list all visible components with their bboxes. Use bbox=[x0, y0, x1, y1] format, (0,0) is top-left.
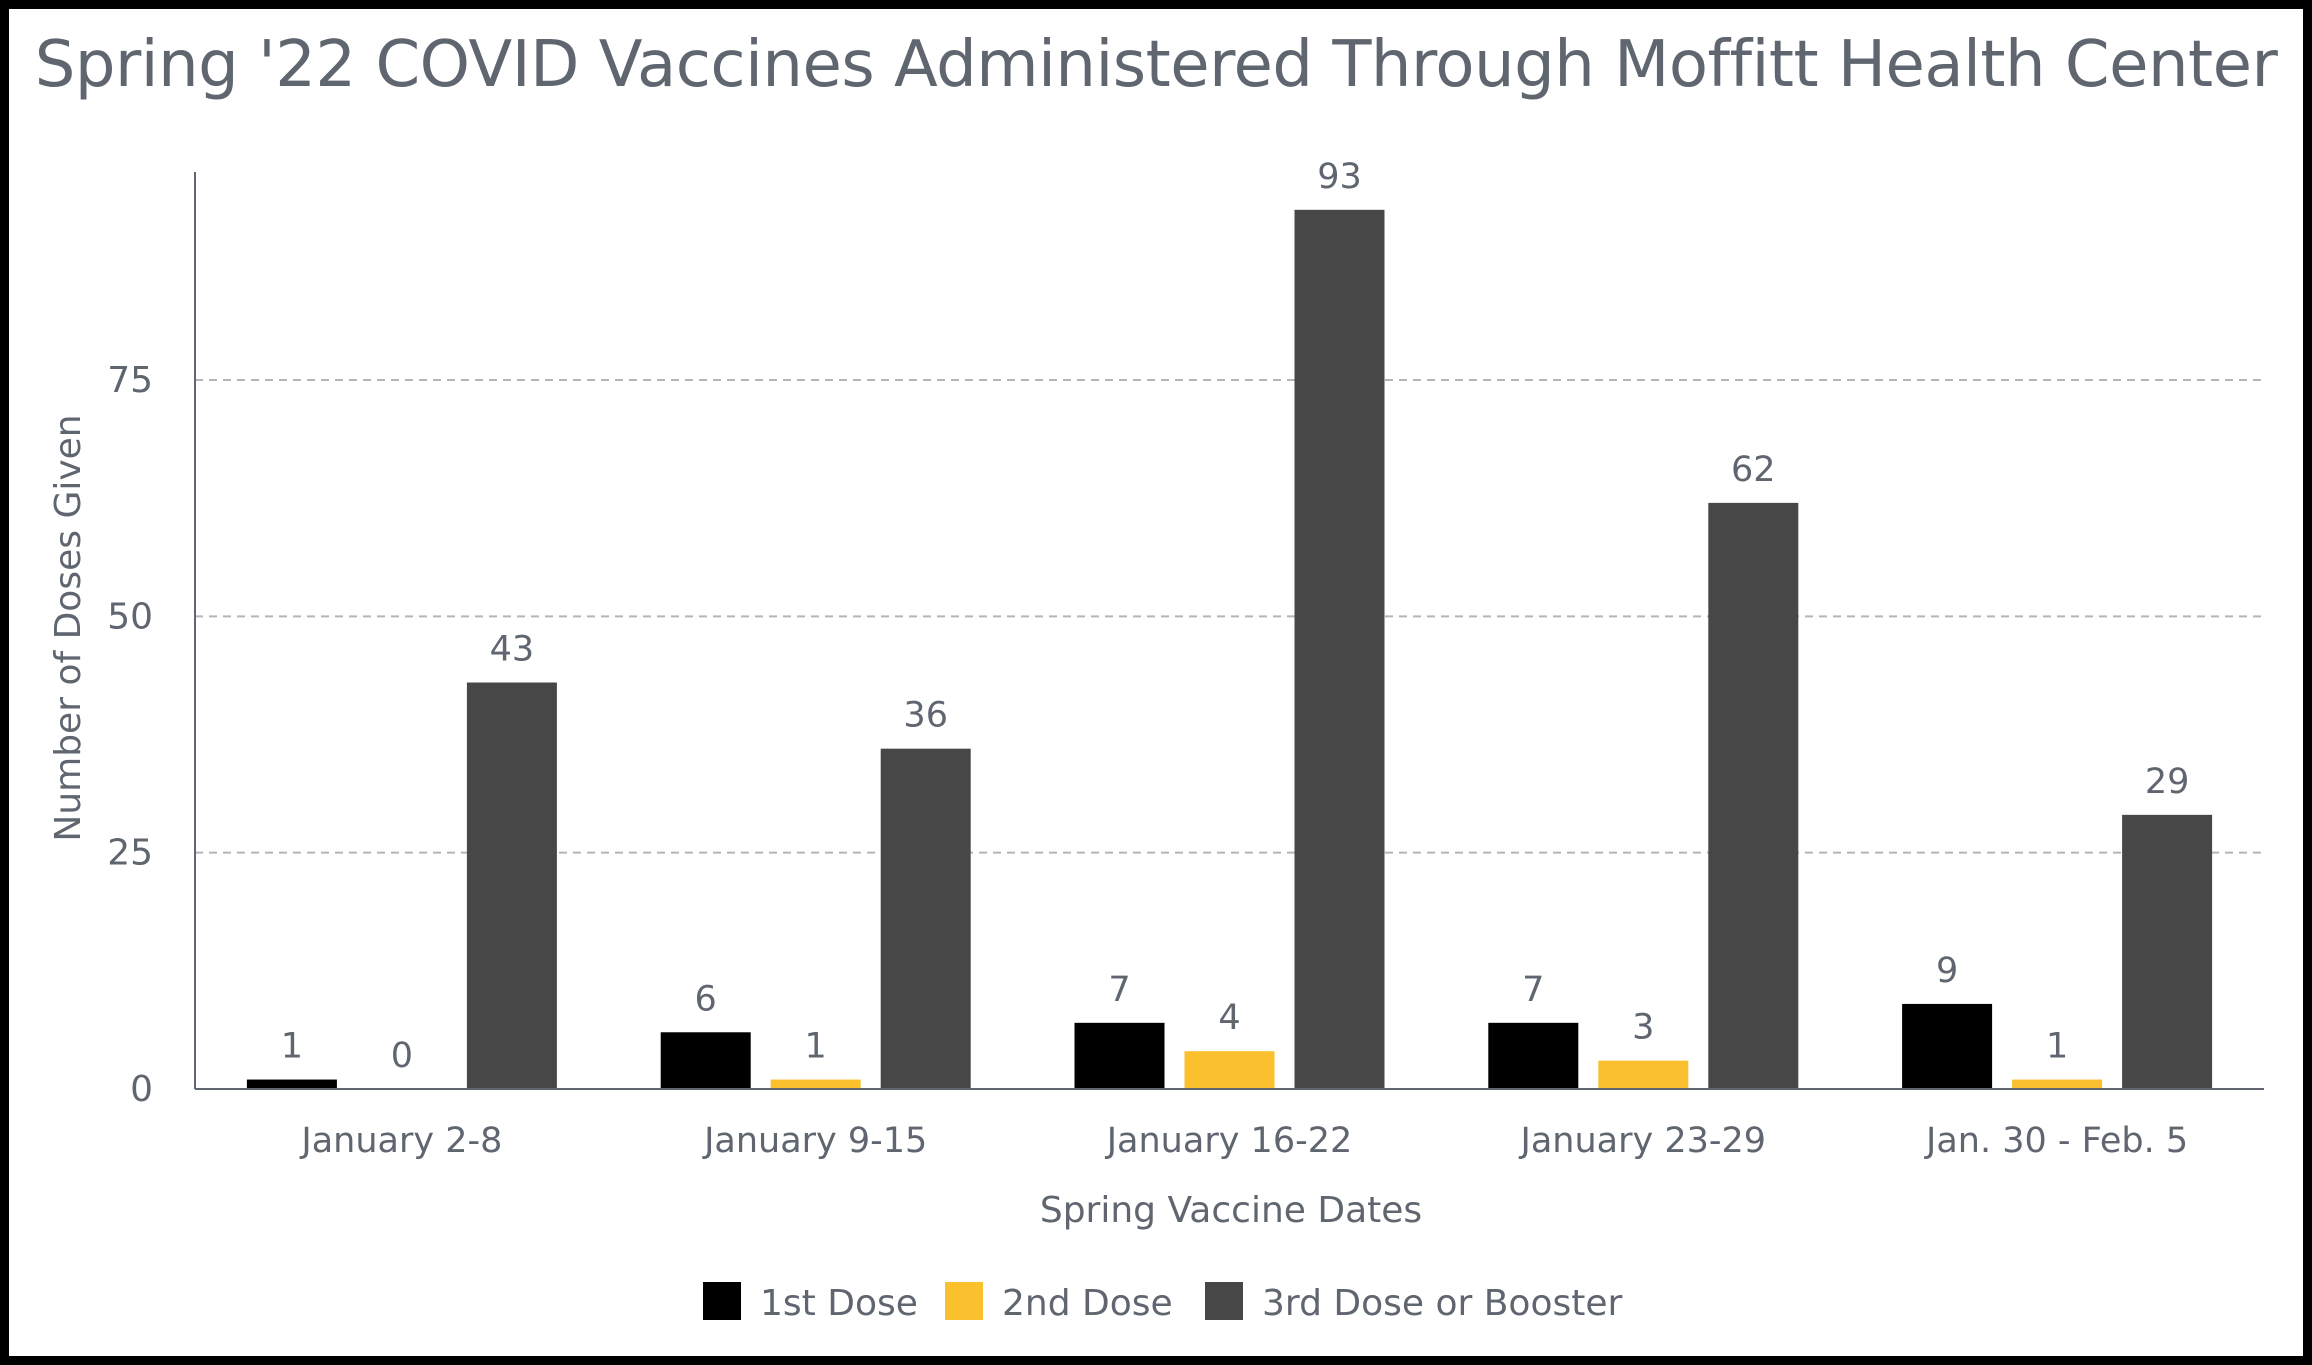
bar-3-3 bbox=[1294, 209, 1385, 1089]
data-label: 1 bbox=[805, 1027, 827, 1067]
data-label: 62 bbox=[1731, 450, 1776, 490]
legend-swatch-3 bbox=[1205, 1282, 1243, 1320]
bar-3-4 bbox=[1708, 502, 1799, 1089]
x-axis-title: Spring Vaccine Dates bbox=[1040, 1190, 1422, 1231]
data-label: 36 bbox=[903, 696, 948, 736]
bar-1-5 bbox=[1902, 1003, 1993, 1089]
y-tick-label: 50 bbox=[107, 596, 153, 637]
x-tick-label: January 2-8 bbox=[299, 1121, 502, 1161]
axes bbox=[194, 172, 2264, 1090]
legend-swatch-1 bbox=[703, 1282, 741, 1320]
bar-2-2 bbox=[770, 1079, 861, 1089]
legend-label-3: 3rd Dose or Booster bbox=[1262, 1283, 1622, 1324]
data-label: 9 bbox=[1936, 951, 1958, 991]
data-label: 7 bbox=[1108, 970, 1130, 1010]
bars bbox=[246, 209, 2213, 1089]
chart-title: Spring '22 COVID Vaccines Administered T… bbox=[34, 28, 2278, 102]
data-label: 3 bbox=[1632, 1008, 1654, 1048]
bar-3-1 bbox=[466, 682, 557, 1089]
data-label: 1 bbox=[2046, 1027, 2068, 1067]
bar-1-4 bbox=[1488, 1022, 1579, 1089]
y-axis-title: Number of Doses Given bbox=[48, 414, 89, 841]
data-label: 4 bbox=[1218, 998, 1240, 1038]
legend-label-1: 1st Dose bbox=[760, 1283, 918, 1324]
bar-1-2 bbox=[660, 1032, 751, 1089]
bar-1-1 bbox=[246, 1079, 337, 1089]
legend-label-2: 2nd Dose bbox=[1002, 1283, 1173, 1324]
bar-1-3 bbox=[1074, 1022, 1165, 1089]
bar-2-5 bbox=[2012, 1079, 2103, 1089]
y-tick-label: 0 bbox=[130, 1069, 153, 1110]
x-tick-label: January 16-22 bbox=[1105, 1121, 1353, 1161]
x-tick-label: Jan. 30 - Feb. 5 bbox=[1924, 1121, 2188, 1161]
bar-2-4 bbox=[1598, 1060, 1689, 1089]
legend-swatch-2 bbox=[945, 1282, 983, 1320]
bar-3-5 bbox=[2122, 814, 2213, 1089]
x-tick-label: January 9-15 bbox=[702, 1121, 927, 1161]
data-label: 93 bbox=[1317, 157, 1362, 197]
grid-lines bbox=[195, 378, 2264, 854]
data-label: 6 bbox=[695, 979, 717, 1019]
data-label: 0 bbox=[391, 1036, 413, 1076]
legend: 1st Dose 2nd Dose 3rd Dose or Booster bbox=[703, 1282, 1622, 1324]
data-label: 1 bbox=[281, 1027, 303, 1067]
data-label: 7 bbox=[1522, 970, 1544, 1010]
y-tick-label: 75 bbox=[107, 360, 153, 401]
data-label: 29 bbox=[2145, 762, 2190, 802]
bar-3-2 bbox=[880, 748, 971, 1089]
x-tick-label: January 23-29 bbox=[1519, 1121, 1767, 1161]
y-tick-label: 25 bbox=[107, 833, 153, 874]
bar-2-3 bbox=[1184, 1051, 1275, 1089]
data-label: 43 bbox=[490, 629, 535, 669]
